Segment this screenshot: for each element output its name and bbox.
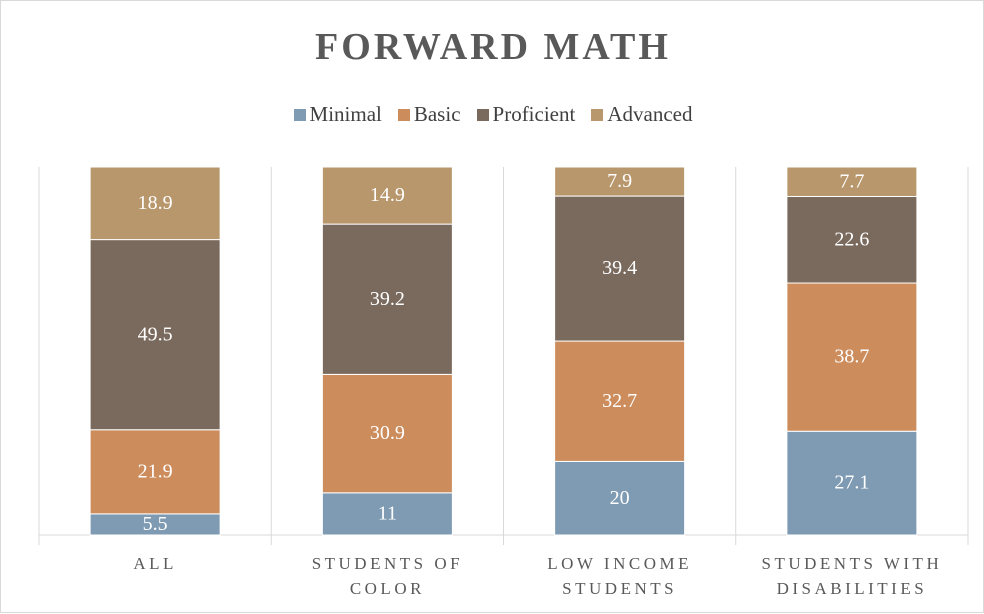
legend: Minimal Basic Proficient Advanced xyxy=(1,102,984,127)
bar-segment xyxy=(554,195,686,342)
bar-segment xyxy=(89,429,221,515)
data-label: 18.9 xyxy=(138,192,173,214)
data-label: 7.7 xyxy=(839,170,864,192)
legend-label: Proficient xyxy=(492,102,576,126)
data-label: 39.2 xyxy=(370,288,405,310)
data-label: 14.9 xyxy=(370,184,405,206)
data-label: 32.7 xyxy=(602,390,637,412)
legend-swatch xyxy=(591,108,604,121)
bar-segment xyxy=(786,195,918,284)
data-label: 30.9 xyxy=(370,422,405,444)
bar-segment xyxy=(554,340,686,462)
bar-segment xyxy=(786,166,918,197)
data-label: 39.4 xyxy=(602,257,637,279)
bar-segment xyxy=(786,430,918,536)
chart-title: FORWARD MATH xyxy=(315,26,671,68)
legend-swatch xyxy=(476,108,489,121)
legend-swatch xyxy=(293,108,306,121)
data-label: 22.6 xyxy=(834,228,869,250)
legend-swatch xyxy=(397,108,410,121)
bar-segment xyxy=(786,282,918,432)
bar-segment xyxy=(554,460,686,536)
bar-segment xyxy=(321,492,453,536)
bar-segment xyxy=(321,166,453,225)
x-tick-label: LOW INCOME STUDENTS xyxy=(547,554,692,598)
legend-label: Advanced xyxy=(607,102,693,126)
data-label: 11 xyxy=(378,503,397,525)
legend-item: Basic xyxy=(397,102,461,127)
data-label: 49.5 xyxy=(138,323,173,345)
bar-segment xyxy=(321,223,453,375)
legend-label: Minimal xyxy=(309,102,382,126)
legend-item: Advanced xyxy=(591,102,692,127)
bar-segment xyxy=(89,166,221,241)
data-label: 20 xyxy=(610,487,630,509)
data-label: 5.5 xyxy=(143,513,168,535)
data-label: 21.9 xyxy=(138,460,173,482)
legend-item: Minimal xyxy=(293,102,382,127)
x-tick-label: ALL xyxy=(133,554,177,573)
legend-label: Basic xyxy=(413,102,461,126)
x-tick-label: STUDENTS WITH DISABILITIES xyxy=(761,554,943,598)
data-label: 27.1 xyxy=(834,472,869,494)
legend-item: Proficient xyxy=(476,102,576,127)
bar-segment xyxy=(554,166,686,197)
data-label: 38.7 xyxy=(834,346,869,368)
x-tick-label: STUDENTS OF COLOR xyxy=(311,554,464,598)
bar-segment xyxy=(321,373,453,494)
data-label: 7.9 xyxy=(607,170,632,192)
